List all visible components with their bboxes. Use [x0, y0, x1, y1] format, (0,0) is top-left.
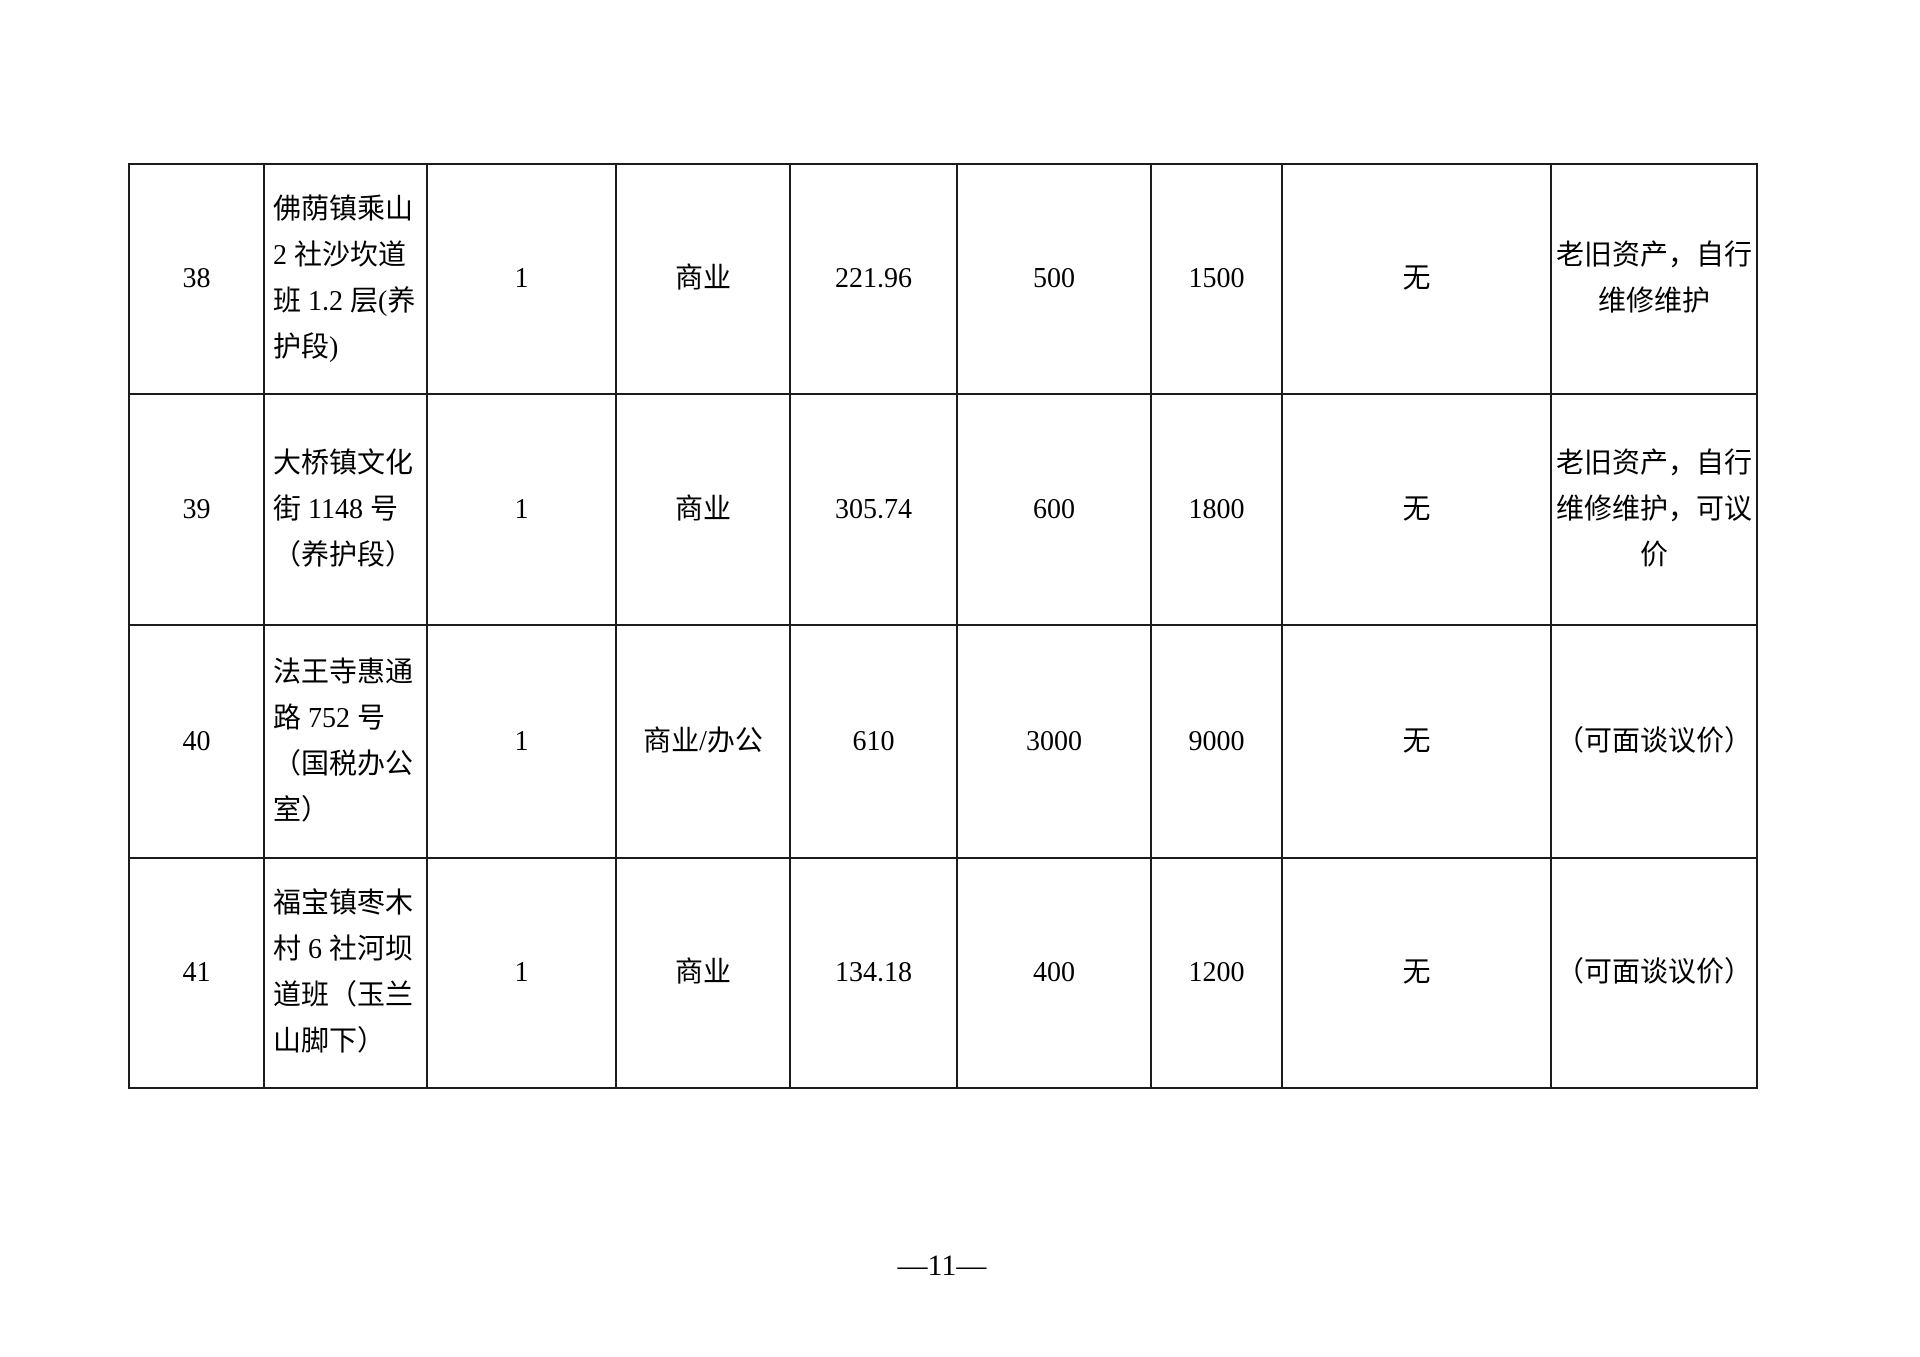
- cell-address: 佛荫镇乘山 2 社沙坎道 班 1.2 层(养 护段): [263, 163, 428, 395]
- cell-value-1: 600: [956, 393, 1152, 626]
- cell-address: 福宝镇枣木 村 6 社河坝 道班（玉兰 山脚下）: [263, 857, 428, 1089]
- cell-area: 610: [789, 624, 958, 859]
- cell-value-1: 400: [956, 857, 1152, 1089]
- cell-area: 221.96: [789, 163, 958, 395]
- cell-none: 无: [1281, 393, 1552, 626]
- cell-value-1: 500: [956, 163, 1152, 395]
- cell-value-2: 1800: [1150, 393, 1283, 626]
- cell-seq: 41: [128, 857, 265, 1089]
- cell-seq: 40: [128, 624, 265, 859]
- page-number: —11—: [897, 1249, 987, 1282]
- cell-address: 大桥镇文化 街 1148 号 （养护段）: [263, 393, 428, 626]
- cell-area: 305.74: [789, 393, 958, 626]
- table-row: 38 佛荫镇乘山 2 社沙坎道 班 1.2 层(养 护段) 1 商业 221.9…: [128, 163, 1758, 395]
- cell-value-2: 9000: [1150, 624, 1283, 859]
- cell-seq: 39: [128, 393, 265, 626]
- cell-none: 无: [1281, 857, 1552, 1089]
- cell-none: 无: [1281, 163, 1552, 395]
- cell-remark: 老旧资产，自行 维修维护: [1550, 163, 1758, 395]
- assets-table: 38 佛荫镇乘山 2 社沙坎道 班 1.2 层(养 护段) 1 商业 221.9…: [128, 163, 1758, 1089]
- cell-seq: 38: [128, 163, 265, 395]
- cell-area: 134.18: [789, 857, 958, 1089]
- cell-address: 法王寺惠通 路 752 号 （国税办公 室）: [263, 624, 428, 859]
- cell-count: 1: [426, 624, 617, 859]
- cell-value-1: 3000: [956, 624, 1152, 859]
- table-row: 41 福宝镇枣木 村 6 社河坝 道班（玉兰 山脚下） 1 商业 134.18 …: [128, 857, 1758, 1089]
- cell-remark: 老旧资产，自行 维修维护，可议 价: [1550, 393, 1758, 626]
- cell-none: 无: [1281, 624, 1552, 859]
- cell-value-2: 1500: [1150, 163, 1283, 395]
- cell-remark: （可面谈议价）: [1550, 857, 1758, 1089]
- table-row: 39 大桥镇文化 街 1148 号 （养护段） 1 商业 305.74 600 …: [128, 393, 1758, 626]
- cell-use-type: 商业: [615, 857, 791, 1089]
- cell-count: 1: [426, 393, 617, 626]
- table-row: 40 法王寺惠通 路 752 号 （国税办公 室） 1 商业/办公 610 30…: [128, 624, 1758, 859]
- cell-use-type: 商业: [615, 393, 791, 626]
- cell-value-2: 1200: [1150, 857, 1283, 1089]
- cell-count: 1: [426, 163, 617, 395]
- cell-remark: （可面谈议价）: [1550, 624, 1758, 859]
- cell-use-type: 商业: [615, 163, 791, 395]
- cell-use-type: 商业/办公: [615, 624, 791, 859]
- cell-count: 1: [426, 857, 617, 1089]
